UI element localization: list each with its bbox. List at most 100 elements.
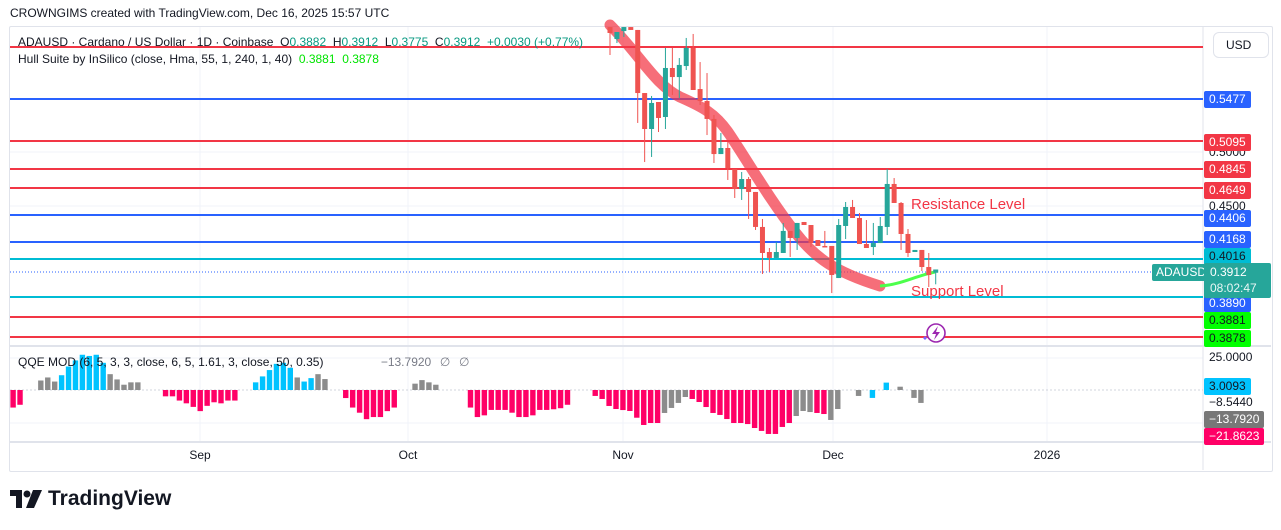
candle [656,101,662,133]
tradingview-logo-text: TradingView [48,487,172,510]
candle-body [877,225,883,244]
qqe-bar [599,390,605,399]
qqe-bar [72,360,79,390]
qqe-bar [176,390,183,401]
qqe-bar [197,390,203,412]
candle [919,249,925,272]
qqe-bar [10,390,16,408]
qqe-bar [301,381,307,390]
qqe-bar [204,390,210,406]
qqe-bar [606,390,612,406]
qqe-bar [627,390,633,411]
qqe-bar [550,390,557,410]
qqe-bar [564,390,571,405]
candle [649,95,655,157]
qqe-bar [544,390,550,410]
qqe-bar [349,390,356,408]
candle-body [642,93,648,129]
qqe-bar [218,390,224,404]
chart-frame [9,26,1273,472]
hull-legend[interactable]: Hull Suite by InSilico (close, Hma, 55, … [18,52,379,66]
qqe-bar [183,390,190,404]
qqe-legend[interactable]: QQE MOD (6, 5, 3, 3, close, 6, 5, 1.61, … [18,355,469,369]
candle [856,213,862,245]
candle [766,248,772,272]
candle-body [656,101,662,118]
qqe-bar [17,390,23,405]
candle [898,202,904,250]
qqe-bar [634,390,640,418]
candle-body [843,206,849,226]
qqe-bar [793,390,799,417]
hull-value-1: 0.3881 [298,52,336,66]
candle-body [808,225,814,244]
low-label: L [384,35,392,49]
qqe-bar [814,390,820,413]
high-value: 0.3912 [341,35,379,49]
qqe-bar [162,390,169,397]
price-level-label: 0.4649 [1204,181,1251,199]
candle [759,218,765,275]
candle [884,168,890,236]
qqe-bar [356,390,363,413]
qqe-bar [502,390,508,410]
candle [808,225,814,248]
qqe-bar [911,390,917,398]
tradingview-logo[interactable]: TradingView [10,487,171,511]
candle [635,29,641,123]
qqe-bar [107,374,113,390]
qqe-bar [433,384,439,390]
qqe-bar [266,370,273,390]
candle [870,222,876,256]
symbol-legend[interactable]: ADAUSD · Cardano / US Dollar · 1D · Coin… [18,35,583,49]
candle [836,218,842,279]
candle-body [926,267,932,276]
qqe-bar [557,390,564,409]
support-level-label[interactable]: Support Level [911,283,1004,300]
qqe-bar [169,390,176,397]
candle-body [759,226,765,253]
price-level-label: 0.3878 [1204,329,1251,347]
lightning-icon[interactable] [923,323,946,343]
candle-body [711,118,717,155]
qqe-bar [724,390,730,420]
last-price-label: 0.3912 08:02:47 [1204,263,1271,298]
qqe-bar [322,379,328,390]
qqe-bar [647,390,654,423]
candle [780,222,786,253]
candle [877,217,883,244]
candle [621,27,627,37]
qqe-bar [668,390,675,408]
qqe-na-1: ∅ [439,355,451,369]
candle-body [628,27,634,30]
candle [912,249,918,253]
time-label-oct: Oct [398,448,418,462]
candle [801,221,807,226]
qqe-bar [675,390,682,403]
candle-body [919,249,925,268]
candle [739,171,745,200]
qqe-bar [592,390,598,396]
last-price: 0.3912 [1210,265,1247,279]
qqe-bar [259,376,266,390]
qqe-bar [883,382,889,390]
candle [614,32,620,44]
hull-title: Hull Suite by InSilico (close, Hma, 55, … [18,52,293,66]
price-level-label: 0.4845 [1204,160,1251,178]
resistance-level-label[interactable]: Resistance Level [911,196,1026,213]
candle-body [829,245,835,276]
qqe-bar [613,390,619,410]
qqe-bar [273,363,280,390]
qqe-scale-label: 25.0000 [1209,349,1253,364]
qqe-bar [689,390,695,399]
candle [787,230,793,257]
price-scale-label: 0.4500 [1209,198,1246,213]
candle-body [725,148,731,168]
candle [753,191,759,230]
qqe-bar [467,390,474,408]
currency-selector[interactable]: USD [1213,32,1269,58]
candle-body [635,29,641,94]
candle [607,27,613,56]
candle-body [884,183,890,227]
